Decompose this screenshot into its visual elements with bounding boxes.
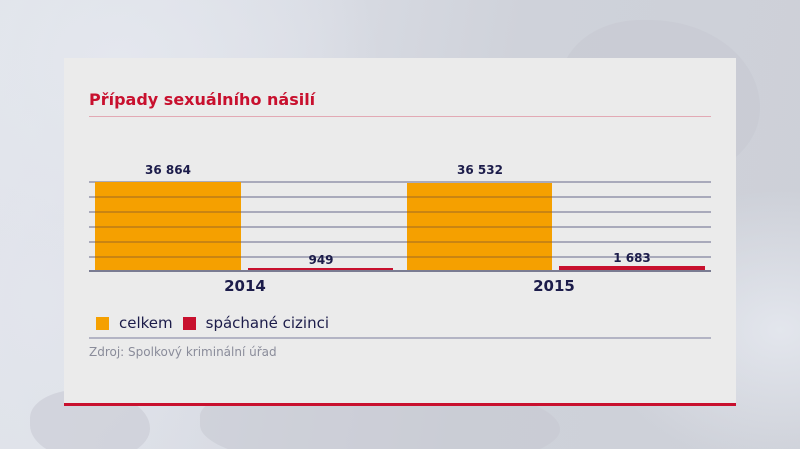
legend-label: spáchané cizinci — [205, 314, 329, 332]
grid-line — [89, 226, 711, 228]
source-note: Zdroj: Spolkový kriminální úřad — [89, 345, 277, 359]
chart-panel: Případy sexuálního násilí 36 864 949 201… — [64, 58, 736, 406]
x-axis-baseline — [89, 270, 711, 272]
bar-value-label: 36 532 — [457, 163, 503, 177]
category-label-2015: 2015 — [533, 277, 575, 295]
legend: celkem spáchané cizinci — [96, 314, 339, 332]
bar-2015-celkem — [407, 183, 552, 271]
bar-value-label: 36 864 — [145, 163, 191, 177]
bar-value-label: 949 — [308, 253, 334, 267]
grid-line — [89, 181, 711, 183]
bar-value-label: 1 683 — [613, 251, 651, 265]
bar-2014-celkem — [95, 182, 241, 271]
legend-divider — [89, 337, 711, 339]
bar-2015-cizinci — [559, 266, 705, 271]
legend-item-celkem: celkem — [96, 314, 173, 332]
chart-title: Případy sexuálního násilí — [89, 90, 316, 109]
bar-2014-cizinci — [248, 268, 393, 271]
legend-item-cizinci: spáchané cizinci — [182, 314, 329, 332]
grid-line — [89, 256, 711, 258]
legend-swatch-red — [182, 316, 196, 330]
grid-line — [89, 211, 711, 213]
grid-line — [89, 241, 711, 243]
legend-label: celkem — [119, 314, 173, 332]
legend-swatch-orange — [96, 316, 109, 330]
title-divider — [89, 116, 711, 117]
category-label-2014: 2014 — [224, 277, 266, 295]
grid-line — [89, 196, 711, 198]
